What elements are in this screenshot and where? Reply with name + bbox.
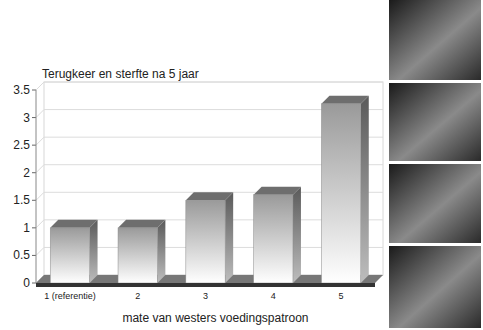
photo xyxy=(389,164,481,243)
chart: Terugkeer en sterfte na 5 jaar 0 0.5 1 1.5 2 2… xyxy=(0,0,483,330)
tick-mark xyxy=(32,117,36,118)
y-tick-label: 2 xyxy=(23,166,30,180)
bar xyxy=(118,228,157,283)
bar xyxy=(254,195,293,283)
bar xyxy=(50,228,89,283)
bar xyxy=(186,200,225,283)
tick-mark xyxy=(32,90,36,91)
bar-side xyxy=(225,192,233,283)
grid-line-side xyxy=(36,165,44,173)
tick-mark xyxy=(32,172,36,173)
bar-top xyxy=(118,220,165,228)
x-axis-title: mate van westers voedingspatroon xyxy=(122,311,308,325)
tick-mark xyxy=(32,200,36,201)
chart-container: Terugkeer en sterfte na 5 jaar 0 0.5 1 1.5 2 2… xyxy=(0,0,483,330)
y-axis xyxy=(36,90,37,283)
grid-line-side xyxy=(36,220,44,228)
tick-mark xyxy=(32,145,36,146)
tick-mark xyxy=(32,283,36,284)
y-tick-label: 3.5 xyxy=(13,83,30,97)
bars xyxy=(50,96,369,283)
x-tick-label: 1 (referentie) xyxy=(44,291,96,301)
bar-top xyxy=(186,192,233,200)
photo xyxy=(389,246,481,328)
grid-line xyxy=(44,82,383,83)
grid-line-side xyxy=(36,137,44,145)
grid-line-side xyxy=(36,82,44,90)
bar-top xyxy=(254,187,301,195)
x-tick-label: 5 xyxy=(339,291,344,301)
y-tick-label: 3 xyxy=(23,111,30,125)
photo xyxy=(389,0,481,80)
bar-side xyxy=(361,96,369,283)
x-tick-label: 2 xyxy=(135,291,140,301)
grid-line-side xyxy=(36,110,44,118)
tick-mark xyxy=(32,255,36,256)
y-tick-label: 0.5 xyxy=(13,248,30,262)
bar-side xyxy=(90,220,98,283)
bar-top xyxy=(50,220,97,228)
bar-top xyxy=(321,96,368,104)
grid-line-side xyxy=(36,192,44,200)
x-tick-label: 3 xyxy=(203,291,208,301)
bar xyxy=(321,104,360,283)
y-tick-label: 2.5 xyxy=(13,138,30,152)
y-tick-label: 0 xyxy=(23,276,30,290)
grid-line-side xyxy=(36,247,44,255)
y-tick-label: 1.5 xyxy=(13,193,30,207)
tick-mark xyxy=(32,227,36,228)
x-tick-label: 4 xyxy=(271,291,276,301)
bar-side xyxy=(157,220,165,283)
title: Terugkeer en sterfte na 5 jaar xyxy=(42,67,199,81)
y-tick-label: 1 xyxy=(23,221,30,235)
bar-side xyxy=(293,187,301,283)
floor-edge xyxy=(36,283,375,287)
photo xyxy=(389,83,481,161)
